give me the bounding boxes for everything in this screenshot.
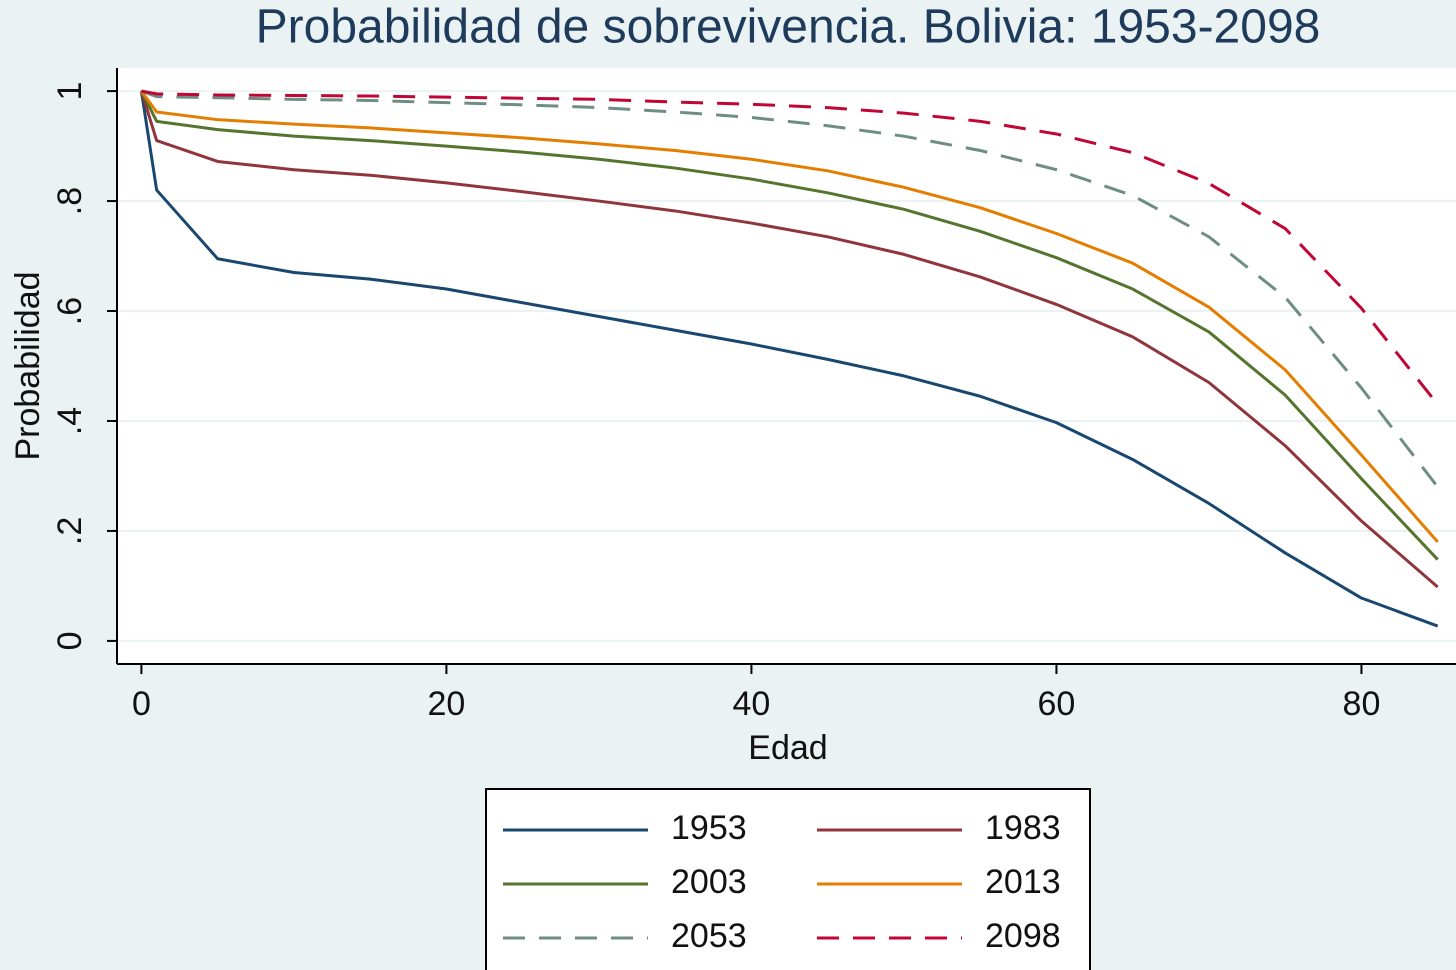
series-line bbox=[140, 90, 1439, 543]
legend-label: 2098 bbox=[985, 917, 1061, 955]
y-tick-label: .8 bbox=[51, 187, 89, 215]
legend-label: 1953 bbox=[671, 809, 747, 847]
x-tick-label: 0 bbox=[132, 685, 151, 723]
series-line bbox=[140, 89, 1439, 488]
y-tick-label: 1 bbox=[51, 82, 89, 101]
chart-title: Probabilidad de sobrevivencia. Bolivia: … bbox=[256, 1, 1321, 54]
y-axis-title: Probabilidad bbox=[9, 271, 47, 460]
x-tick-label: 20 bbox=[427, 685, 465, 723]
legend-label: 2053 bbox=[671, 917, 747, 955]
series-line bbox=[140, 90, 1439, 561]
x-tick-label: 60 bbox=[1038, 685, 1076, 723]
x-tick-label: 80 bbox=[1343, 685, 1381, 723]
y-tick-label: .6 bbox=[51, 297, 89, 325]
y-tick-label: .2 bbox=[51, 517, 89, 545]
legend-label: 2013 bbox=[985, 863, 1061, 901]
series-line bbox=[139, 90, 1439, 628]
legend-label: 1983 bbox=[985, 809, 1061, 847]
series-line bbox=[139, 90, 1439, 589]
legend-label: 2003 bbox=[671, 863, 747, 901]
series-line bbox=[141, 89, 1439, 406]
x-axis-title: Edad bbox=[748, 729, 827, 767]
y-tick-label: .4 bbox=[51, 407, 89, 435]
plot-area bbox=[117, 68, 1456, 664]
y-tick-label: 0 bbox=[51, 631, 89, 650]
x-tick-label: 40 bbox=[733, 685, 771, 723]
legend-box bbox=[485, 788, 1091, 970]
